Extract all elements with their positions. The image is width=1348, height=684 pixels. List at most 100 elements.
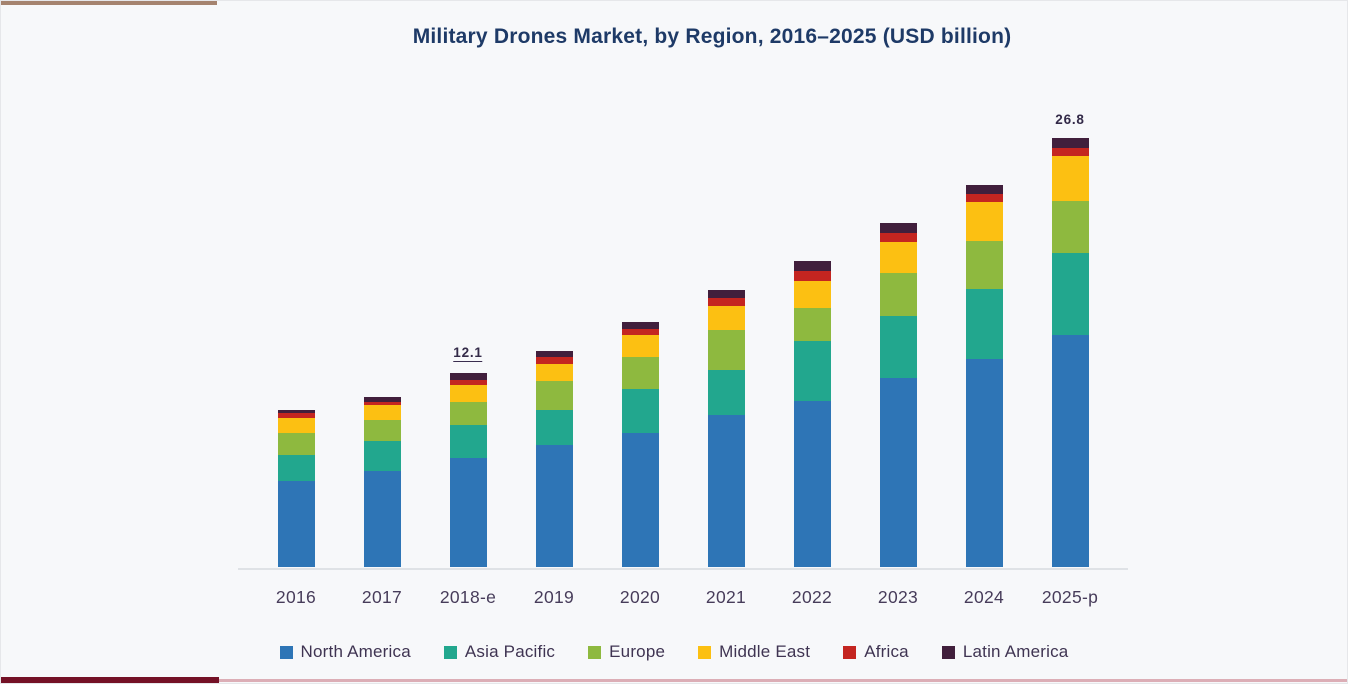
bar-segment-middle-east (277, 418, 315, 433)
bar-segment-latin-america (277, 410, 315, 414)
bar-segment-africa (535, 357, 573, 364)
bar-segment-africa (879, 232, 917, 243)
bar-segment-africa (277, 413, 315, 419)
bar-segment-latin-america (449, 373, 487, 380)
bar-2024 (965, 184, 1003, 567)
bar-2022 (793, 261, 831, 567)
bar-segment-latin-america (621, 322, 659, 329)
bar-segment-north-america (621, 432, 659, 567)
x-axis-label-2019: 2019 (533, 587, 575, 607)
bar-segment-north-america (1051, 335, 1089, 567)
bar-segment-europe (879, 272, 917, 316)
bar-2021 (707, 290, 745, 567)
legend-item-latin-america: Latin America (941, 642, 1069, 662)
bar-segment-asia-pacific (277, 455, 315, 481)
bar-segment-north-america (965, 359, 1003, 567)
bar-segment-asia-pacific (879, 315, 917, 379)
bar-segment-middle-east (535, 363, 573, 382)
bar-segment-africa (1051, 147, 1089, 156)
x-axis-label-2023: 2023 (877, 587, 919, 607)
legend-swatch-north-america (279, 645, 293, 659)
legend-label-latin-america: Latin America (962, 642, 1069, 661)
bar-2019 (535, 351, 573, 567)
legend-swatch-asia-pacific (443, 645, 457, 659)
bar-segment-asia-pacific (449, 424, 487, 459)
bar-segment-latin-america (793, 261, 831, 272)
legend-label-europe: Europe (609, 642, 666, 661)
bar-segment-africa (707, 298, 745, 307)
bar-2023 (879, 223, 917, 567)
x-axis-label-2020: 2020 (619, 587, 661, 607)
bar-segment-europe (449, 402, 487, 425)
legend-swatch-africa (843, 645, 857, 659)
bar-segment-middle-east (363, 405, 401, 420)
legend-item-africa: Africa (843, 642, 909, 662)
bar-segment-latin-america (965, 184, 1003, 195)
bar-segment-africa (793, 271, 831, 281)
bar-segment-middle-east (449, 384, 487, 403)
bar-segment-north-america (363, 471, 401, 567)
bar-segment-middle-east (1051, 155, 1089, 201)
bar-segment-latin-america (1051, 138, 1089, 148)
bar-value-label-2025-p: 26.8 (1055, 112, 1085, 128)
frame-top-border (1, 1, 217, 5)
bar-segment-middle-east (621, 335, 659, 358)
bar-segment-europe (793, 307, 831, 342)
bar-2017 (363, 397, 401, 567)
bar-segment-asia-pacific (535, 410, 573, 446)
frame-bottom-border-dark (1, 677, 219, 683)
bar-segment-north-america (449, 458, 487, 567)
bar-segment-north-america (879, 378, 917, 567)
bar-segment-europe (621, 357, 659, 390)
legend-label-africa: Africa (864, 642, 909, 661)
frame-bottom-border-light (219, 679, 1347, 682)
x-axis-label-2025-p: 2025-p (1041, 587, 1099, 607)
legend-swatch-europe (588, 645, 602, 659)
x-axis-label-2021: 2021 (705, 587, 747, 607)
legend-item-north-america: North America (279, 642, 411, 662)
legend-swatch-middle-east (698, 645, 712, 659)
bar-2018-e (449, 373, 487, 567)
x-axis-label-2016: 2016 (275, 587, 317, 607)
x-axis-line (238, 568, 1128, 570)
legend-label-middle-east: Middle East (719, 642, 811, 661)
bar-segment-asia-pacific (1051, 253, 1089, 335)
bar-segment-latin-america (535, 351, 573, 358)
legend: North America Asia Pacific Europe Middle Ea… (1, 642, 1347, 662)
bar-segment-latin-america (707, 290, 745, 299)
bar-segment-north-america (793, 400, 831, 567)
legend-label-north-america: North America (300, 642, 411, 661)
bar-segment-middle-east (793, 280, 831, 308)
bar-segment-north-america (277, 480, 315, 567)
bar-segment-asia-pacific (363, 440, 401, 471)
bar-2016 (277, 410, 315, 567)
bar-segment-africa (363, 402, 401, 406)
chart-title: Military Drones Market, by Region, 2016–… (412, 25, 1012, 48)
bar-segment-europe (363, 419, 401, 441)
bar-2025-p (1051, 138, 1089, 567)
legend-item-middle-east: Middle East (698, 642, 810, 662)
bar-2020 (621, 322, 659, 567)
bar-segment-asia-pacific (621, 389, 659, 433)
x-axis-label-2024: 2024 (963, 587, 1005, 607)
bar-segment-middle-east (879, 242, 917, 273)
bar-segment-latin-america (879, 223, 917, 233)
bar-segment-north-america (535, 445, 573, 567)
x-axis-label-2017: 2017 (361, 587, 403, 607)
x-axis-label-2022: 2022 (791, 587, 833, 607)
bar-segment-africa (449, 379, 487, 385)
bar-segment-latin-america (363, 397, 401, 403)
legend-label-asia-pacific: Asia Pacific (464, 642, 556, 661)
legend-swatch-latin-america (941, 645, 955, 659)
bar-segment-middle-east (965, 202, 1003, 241)
bar-segment-europe (535, 381, 573, 411)
bar-segment-north-america (707, 415, 745, 567)
bar-segment-asia-pacific (707, 370, 745, 415)
bar-segment-africa (621, 328, 659, 336)
bar-segment-europe (277, 432, 315, 456)
bar-value-label-2018-e: 12.1 (453, 345, 483, 363)
x-axis-label-2018-e: 2018-e (439, 587, 497, 607)
bar-segment-middle-east (707, 306, 745, 331)
